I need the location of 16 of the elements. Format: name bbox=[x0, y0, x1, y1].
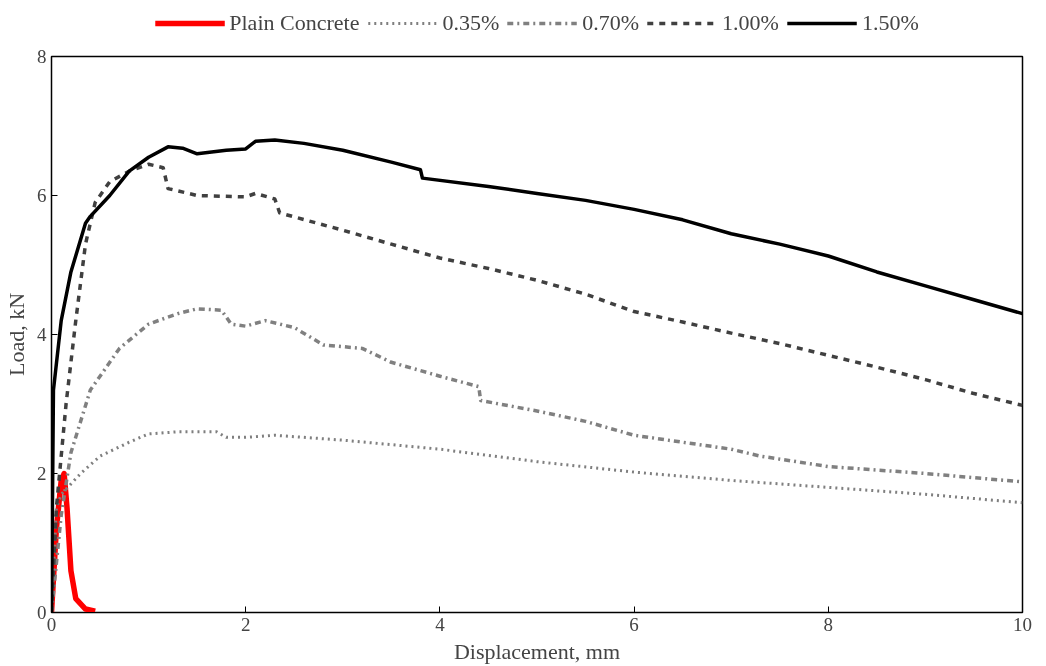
y-tick-label: 6 bbox=[37, 185, 47, 206]
legend-label: 1.00% bbox=[722, 10, 779, 36]
x-tick-label: 4 bbox=[435, 613, 446, 635]
y-tick-label: 4 bbox=[37, 324, 47, 345]
y-axis-title: Load, kN bbox=[4, 292, 29, 377]
x-tick-label: 10 bbox=[1013, 613, 1032, 635]
legend-label: 0.35% bbox=[442, 10, 500, 36]
x-axis-title: Displacement, mm bbox=[453, 638, 621, 664]
x-tick-label: 6 bbox=[629, 613, 639, 635]
legend-label: Plain Concrete bbox=[229, 10, 360, 36]
y-tick-label: 8 bbox=[37, 46, 47, 67]
legend-label: 1.50% bbox=[861, 10, 919, 36]
y-tick-label: 2 bbox=[37, 463, 47, 484]
x-tick-label: 2 bbox=[240, 613, 251, 635]
legend-label: 0.70% bbox=[582, 10, 640, 36]
x-tick-label: 8 bbox=[823, 613, 834, 635]
